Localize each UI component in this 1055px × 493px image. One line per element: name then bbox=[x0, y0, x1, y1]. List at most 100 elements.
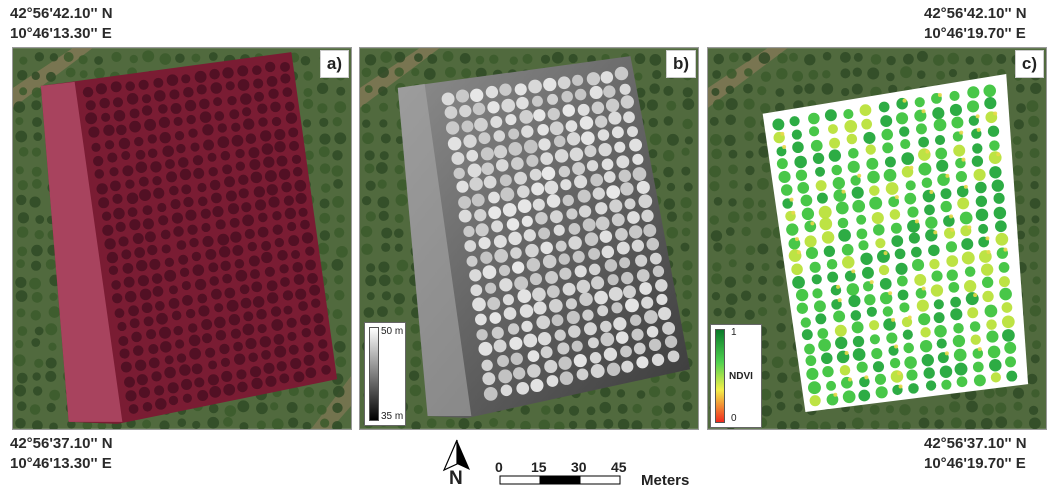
tree-crown bbox=[444, 66, 456, 78]
tree-crown bbox=[293, 371, 305, 383]
tree-crown bbox=[288, 235, 300, 247]
panel-label: a) bbox=[319, 50, 349, 78]
tree-crown bbox=[31, 420, 43, 429]
tree-crown bbox=[104, 238, 116, 250]
tree-crown bbox=[31, 338, 41, 347]
tree-crown bbox=[144, 231, 156, 243]
tree-crown bbox=[261, 143, 274, 155]
tree-crown bbox=[509, 336, 523, 350]
tree-crown bbox=[334, 227, 345, 238]
tree-crown bbox=[890, 222, 902, 234]
tree-crown bbox=[129, 108, 140, 119]
tree-crown bbox=[742, 197, 755, 209]
coordinate-top-right: 42°56'42.10'' N 10°46'19.70'' E bbox=[924, 4, 1027, 44]
longitude-label: 10°46'13.30'' E bbox=[10, 25, 112, 42]
tree-crown bbox=[936, 159, 949, 172]
tree-crown bbox=[510, 352, 523, 365]
tree-crown bbox=[243, 311, 254, 322]
tree-crown bbox=[276, 155, 288, 167]
tree-crown bbox=[806, 367, 819, 381]
tree-crown bbox=[278, 168, 291, 180]
tree-crown bbox=[447, 136, 462, 151]
tree-crown bbox=[298, 207, 308, 217]
tree-crown bbox=[485, 282, 497, 294]
tree-crown bbox=[600, 71, 614, 84]
tree-crown bbox=[142, 419, 152, 429]
tree-crown bbox=[625, 298, 639, 313]
tree-crown bbox=[566, 310, 580, 324]
tree-crown bbox=[903, 53, 914, 65]
tree-crown bbox=[208, 167, 218, 177]
tree-crown bbox=[648, 117, 658, 128]
tree-crown bbox=[1004, 341, 1017, 354]
tree-crown bbox=[319, 198, 330, 209]
tree-crown bbox=[851, 269, 856, 274]
tree-crown bbox=[572, 74, 584, 86]
tree-crown bbox=[928, 244, 940, 257]
tree-crown bbox=[882, 306, 894, 317]
tree-crown bbox=[681, 166, 691, 176]
tree-crown bbox=[16, 308, 26, 318]
tree-crown bbox=[379, 119, 388, 128]
tree-crown bbox=[149, 258, 161, 270]
tree-crown bbox=[309, 284, 321, 296]
tree-crown bbox=[103, 124, 115, 136]
tree-crown bbox=[176, 353, 187, 363]
tree-crown bbox=[573, 354, 587, 368]
tree-crown bbox=[801, 329, 813, 341]
tree-crown bbox=[990, 372, 1001, 383]
tree-crown bbox=[905, 180, 916, 191]
tree-crown bbox=[782, 145, 787, 150]
tree-crown bbox=[536, 315, 551, 330]
tree-crown bbox=[201, 319, 213, 330]
tree-crown bbox=[512, 261, 525, 274]
tree-crown bbox=[161, 244, 171, 254]
tree-crown bbox=[248, 352, 258, 363]
tree-crown bbox=[521, 215, 533, 227]
tree-crown bbox=[228, 314, 241, 326]
tree-crown bbox=[538, 227, 551, 240]
tree-crown bbox=[631, 328, 644, 341]
tree-crown bbox=[217, 136, 230, 149]
tree-crown bbox=[619, 83, 631, 95]
tree-crown bbox=[852, 335, 865, 348]
tree-crown bbox=[834, 324, 847, 337]
scale-tick-label: 45 bbox=[611, 459, 627, 475]
tree-crown bbox=[743, 212, 753, 222]
tree-crown bbox=[280, 61, 290, 72]
tree-crown bbox=[836, 284, 841, 289]
tree-crown bbox=[237, 400, 250, 413]
tree-crown bbox=[967, 86, 980, 99]
tree-crown bbox=[178, 157, 189, 168]
tree-crown bbox=[241, 202, 252, 213]
tree-crown bbox=[127, 207, 138, 218]
tree-crown bbox=[183, 86, 194, 98]
tree-crown bbox=[742, 274, 752, 284]
tree-crown bbox=[967, 225, 972, 230]
tree-crown bbox=[229, 217, 240, 228]
tree-crown bbox=[566, 208, 578, 220]
tree-crown bbox=[850, 310, 862, 321]
tree-crown bbox=[321, 183, 331, 193]
tree-crown bbox=[285, 112, 298, 124]
tree-crown bbox=[136, 374, 148, 386]
tree-crown bbox=[606, 185, 621, 199]
tree-crown bbox=[316, 82, 329, 95]
tree-crown bbox=[362, 119, 371, 128]
tree-crown bbox=[17, 212, 30, 224]
tree-crown bbox=[584, 145, 597, 158]
tree-crown bbox=[846, 283, 860, 296]
tree-crown bbox=[517, 199, 532, 213]
tree-crown bbox=[760, 103, 771, 114]
tree-crown bbox=[713, 53, 725, 65]
tree-crown bbox=[597, 129, 610, 141]
tree-crown bbox=[252, 296, 265, 308]
tree-crown bbox=[240, 93, 252, 105]
tree-crown bbox=[175, 53, 185, 64]
tree-crown bbox=[211, 192, 222, 204]
tree-crown bbox=[1030, 181, 1039, 190]
tree-crown bbox=[175, 339, 185, 349]
ndvi-map bbox=[708, 48, 1046, 429]
tree-crown bbox=[129, 318, 140, 329]
tree-crown bbox=[236, 369, 247, 380]
